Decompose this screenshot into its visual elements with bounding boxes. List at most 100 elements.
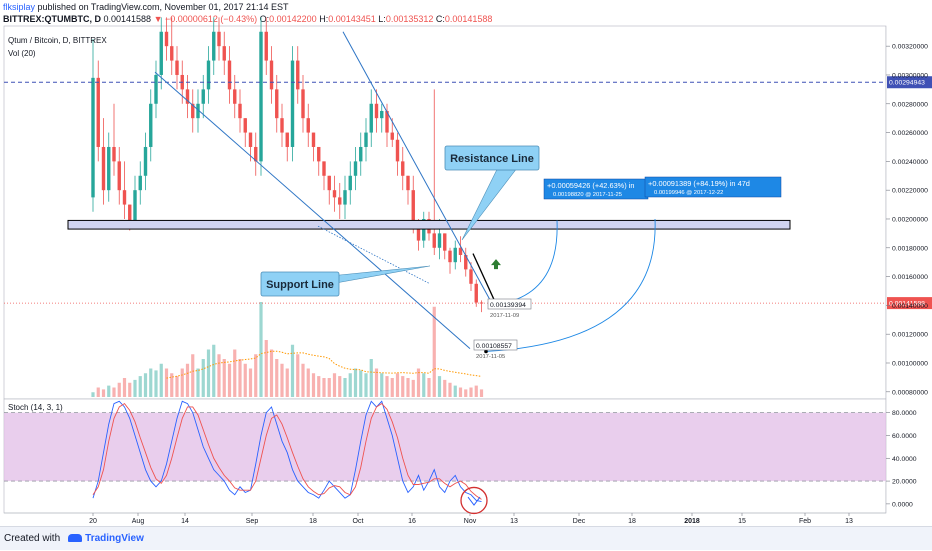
candle-body <box>164 31 169 47</box>
low-label-2-value: 0.00108557 <box>476 343 512 350</box>
candle-body <box>122 190 127 205</box>
low-label-1-bg <box>487 298 532 310</box>
candle-body <box>443 233 447 251</box>
time-axis-label: 14 <box>181 518 189 525</box>
anchor-point <box>484 349 488 354</box>
volume-bar <box>448 382 452 397</box>
volume-bar <box>469 387 473 397</box>
candle-body <box>306 118 310 133</box>
created-with-text: Created with <box>4 533 61 544</box>
candle-body <box>322 161 326 176</box>
candle-body <box>380 110 384 119</box>
price-tick-label: 0.00220000 <box>892 188 928 195</box>
measure-box-2-main-text: +0.00091389 (+84.19%) in 47d <box>648 179 750 188</box>
volume-bar <box>427 378 431 397</box>
time-axis-label: 2018 <box>684 518 700 525</box>
candle-body <box>248 132 253 147</box>
tradingview-brand[interactable]: TradingView <box>85 533 144 544</box>
support-callout[interactable]: Support Line <box>260 265 431 297</box>
volume-bar <box>453 385 457 397</box>
support-callout-text: Support Line <box>266 279 334 291</box>
volume-bar <box>296 354 300 397</box>
volume-bar <box>196 368 200 397</box>
volume-bar <box>390 378 394 397</box>
open-value: 0.00142200 <box>269 14 317 24</box>
volume-bar <box>91 392 95 397</box>
measure-box-1[interactable]: +0.00059426 (+42.63%) in 0.00198820 @ 201… <box>543 178 649 200</box>
candle-body <box>464 254 468 270</box>
volume-bar <box>380 373 384 397</box>
volume-ma-line <box>166 350 482 379</box>
green-up-arrow-icon <box>491 259 501 270</box>
volume-bar <box>201 359 205 397</box>
resistance-callout[interactable]: Resistance Line <box>444 145 540 241</box>
volume-bars <box>91 302 484 397</box>
stoch-overbought-oversold-band <box>4 412 886 482</box>
stoch-label: Stoch (14, 3, 1) <box>8 403 63 412</box>
price-tick-label: 0.00300000 <box>892 72 928 79</box>
candle-body <box>395 139 400 162</box>
candle-body <box>343 190 347 205</box>
candle-body <box>143 146 148 176</box>
volume-bar <box>464 389 468 397</box>
last-price-tag <box>887 297 932 310</box>
volume-bar <box>248 368 253 397</box>
candle-body <box>458 247 463 255</box>
volume-bar <box>101 389 106 397</box>
volume-bar <box>479 389 484 397</box>
volume-bar <box>96 387 100 397</box>
candle-body <box>117 161 121 191</box>
volume-bar <box>353 368 358 397</box>
support-trendline[interactable] <box>154 71 471 349</box>
volume-bar <box>138 376 142 397</box>
candle-body <box>196 103 200 119</box>
resistance-callout-text: Resistance Line <box>450 153 534 165</box>
chart-title: Qtum / Bitcoin, D, BITTREX <box>8 36 107 45</box>
horizontal-zone-box[interactable] <box>67 219 791 230</box>
volume-bar <box>112 387 116 397</box>
candle-body <box>317 146 321 162</box>
stoch-tick-label: 20.0000 <box>892 479 917 486</box>
price-chart[interactable]: 0.00294943 0.00141588 +0.00059426 (+42.63… <box>0 0 932 526</box>
stoch-down-mark-icon <box>467 496 481 506</box>
candle-body <box>327 175 331 191</box>
low-label: L: <box>378 14 386 24</box>
candle-body <box>364 132 368 147</box>
volume-bar <box>264 340 268 397</box>
candle-body <box>406 175 410 191</box>
low-value: 0.00135312 <box>385 14 434 24</box>
candle-body <box>469 269 473 284</box>
candle-body <box>112 146 116 162</box>
tradingview-logo-icon <box>68 534 83 543</box>
price-axis[interactable] <box>886 26 932 513</box>
price-tick-label: 0.00180000 <box>892 245 928 252</box>
candle-body <box>217 31 221 47</box>
candle-body <box>422 218 426 241</box>
candle-body <box>175 60 179 75</box>
candle-body <box>448 250 452 263</box>
time-axis-label: Sep <box>246 518 259 525</box>
volume-bar <box>416 368 421 397</box>
measure-box-2-sub-text: 0.00199946 @ 2017-12-22 <box>654 190 723 196</box>
candle-body <box>332 190 337 198</box>
time-axis-label: Feb <box>799 518 811 525</box>
publish-info: published on TradingView.com, November 0… <box>37 2 289 12</box>
candle-body <box>401 161 405 176</box>
stoch-tick-label: 60.0000 <box>892 433 917 440</box>
open-label: O: <box>259 14 270 24</box>
high-value: 0.00143451 <box>328 14 376 24</box>
volume-bar <box>306 368 310 397</box>
resistance-trendline[interactable] <box>342 31 494 306</box>
candle-body <box>264 31 268 61</box>
low-label-1: 0.00139394 2017-11-09 <box>487 298 532 319</box>
author-name[interactable]: flksiplay <box>3 2 36 12</box>
measure-box-2[interactable]: +0.00091389 (+84.19%) in 47d 0.00199946 @… <box>644 176 782 198</box>
candle-body <box>201 89 205 104</box>
volume-bar <box>185 363 190 397</box>
volume-bar <box>275 359 279 397</box>
time-axis-label: 18 <box>309 518 317 525</box>
candle-body <box>269 60 274 90</box>
volume-bar <box>411 379 415 397</box>
volume-bar <box>338 376 342 397</box>
time-axis-label: 20 <box>89 518 97 525</box>
